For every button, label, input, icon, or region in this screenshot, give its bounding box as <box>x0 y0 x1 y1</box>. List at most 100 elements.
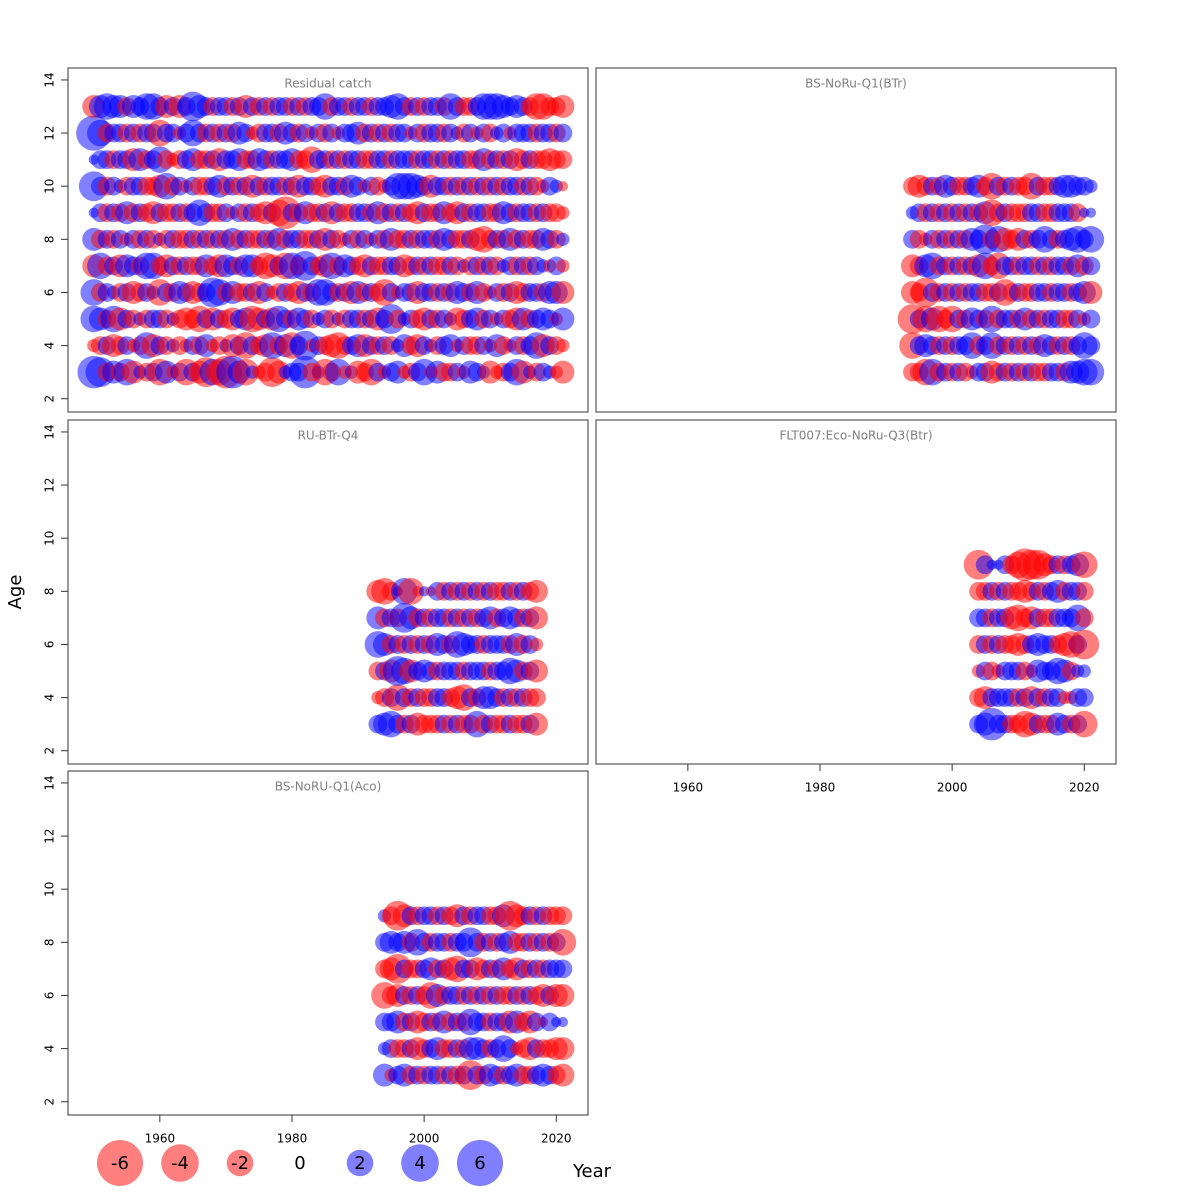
bubble <box>397 578 425 605</box>
bubble <box>556 259 570 273</box>
bubble <box>553 123 573 143</box>
x-tick-label: 2000 <box>409 1132 440 1146</box>
panel-title: RU-BTr-Q4 <box>298 429 359 443</box>
bubble <box>556 338 570 353</box>
panel-frame <box>595 67 1117 413</box>
bubble <box>551 1063 575 1087</box>
y-tick-label: 10 <box>43 179 57 194</box>
y-tick-label: 10 <box>43 882 57 897</box>
legend-bubble <box>96 1139 144 1187</box>
y-tick-label: 14 <box>43 424 57 439</box>
legend-label: 6 <box>474 1153 485 1174</box>
bubble <box>1074 688 1094 707</box>
panel-frame <box>67 419 589 765</box>
bubble <box>1070 551 1098 579</box>
bubble <box>551 983 575 1007</box>
bubble <box>1077 358 1105 386</box>
bubble <box>1074 581 1094 601</box>
bubble <box>1081 336 1101 355</box>
legend-bubble <box>226 1149 254 1177</box>
panel: RU-BTr-Q4 2 4 6 8 10 12 14 <box>43 419 589 765</box>
y-tick-label: 2 <box>43 395 57 403</box>
y-tick-label: 6 <box>43 289 57 297</box>
legend-label: 4 <box>414 1153 425 1174</box>
panel: FLT007:Eco-NoRu-Q3(Btr) 1960 1980 2000 2020 <box>595 419 1117 795</box>
legend-bubble <box>346 1149 374 1177</box>
panel-frame <box>595 419 1117 765</box>
y-tick-label: 8 <box>43 588 57 596</box>
y-tick-label: 8 <box>43 939 57 947</box>
legend-label: -4 <box>171 1153 189 1174</box>
y-tick-label: 2 <box>43 747 57 755</box>
legend-label: 0 <box>294 1153 305 1174</box>
panel-frame <box>67 67 589 413</box>
bubble <box>553 959 573 979</box>
y-axis-label: Age <box>5 575 26 610</box>
bubble <box>1081 256 1101 276</box>
x-tick-label: 1960 <box>145 1132 176 1146</box>
x-axis-label: Year <box>572 1161 612 1182</box>
bubble <box>1084 179 1098 193</box>
bubble <box>551 1037 575 1061</box>
panel-title: FLT007:Eco-NoRu-Q3(Btr) <box>779 429 932 443</box>
panel: BS-NoRU-Q1(Aco) 2 4 6 8 10 12 14 1960 1980 2000 202… <box>43 770 589 1146</box>
bubble <box>1077 226 1105 253</box>
bubble <box>524 579 548 603</box>
bubble <box>529 637 544 652</box>
bubble <box>557 1016 569 1028</box>
bubble <box>527 688 546 707</box>
legend-label: 2 <box>354 1153 365 1174</box>
legend-bubble <box>161 1144 199 1182</box>
panel-frame <box>67 770 589 1116</box>
panel: Residual catch 2 4 6 8 10 12 14 <box>43 67 589 413</box>
y-tick-label: 8 <box>43 236 57 244</box>
x-tick-label: 1980 <box>277 1132 308 1146</box>
bubble <box>524 712 548 736</box>
bubble <box>557 181 569 192</box>
bubble <box>556 206 570 220</box>
legend-bubble <box>401 1144 439 1182</box>
bubble <box>1085 207 1097 218</box>
y-tick-label: 12 <box>43 828 57 843</box>
bubble <box>551 95 575 119</box>
y-tick-label: 12 <box>43 125 57 140</box>
y-tick-label: 14 <box>43 72 57 87</box>
bubble <box>524 659 548 683</box>
bubble <box>1079 280 1103 304</box>
y-tick-label: 4 <box>43 342 57 350</box>
y-tick-label: 4 <box>43 694 57 702</box>
legend-label: -6 <box>111 1153 129 1174</box>
panel-title: Residual catch <box>284 77 371 91</box>
bubble <box>1077 664 1091 678</box>
y-tick-label: 10 <box>43 531 57 546</box>
panel-title: BS-NoRu-Q1(BTr) <box>805 77 907 91</box>
x-tick-label: 1980 <box>805 781 836 795</box>
bubble <box>549 929 577 956</box>
bubble <box>1070 710 1098 738</box>
panel: BS-NoRu-Q1(BTr) <box>595 67 1117 413</box>
bubble <box>1081 309 1101 329</box>
legend-label: -2 <box>231 1153 249 1174</box>
bubble <box>1069 629 1100 660</box>
y-tick-label: 12 <box>43 477 57 492</box>
x-tick-label: 2020 <box>1069 781 1100 795</box>
y-tick-label: 4 <box>43 1045 57 1053</box>
bubble <box>551 360 575 384</box>
bubble <box>551 307 575 331</box>
x-tick-label: 2000 <box>937 781 968 795</box>
bubble <box>556 232 570 246</box>
legend-bubble <box>456 1139 504 1187</box>
bubble <box>1074 608 1094 628</box>
bubble <box>551 280 575 304</box>
panel-title: BS-NoRU-Q1(Aco) <box>275 780 382 794</box>
y-tick-label: 14 <box>43 775 57 790</box>
y-tick-label: 6 <box>43 641 57 649</box>
x-tick-label: 2020 <box>541 1132 572 1146</box>
y-tick-label: 6 <box>43 992 57 1000</box>
bubble <box>553 906 573 926</box>
bubble <box>553 150 573 170</box>
x-tick-label: 1960 <box>673 781 704 795</box>
y-tick-label: 2 <box>43 1098 57 1106</box>
bubble <box>524 606 548 630</box>
